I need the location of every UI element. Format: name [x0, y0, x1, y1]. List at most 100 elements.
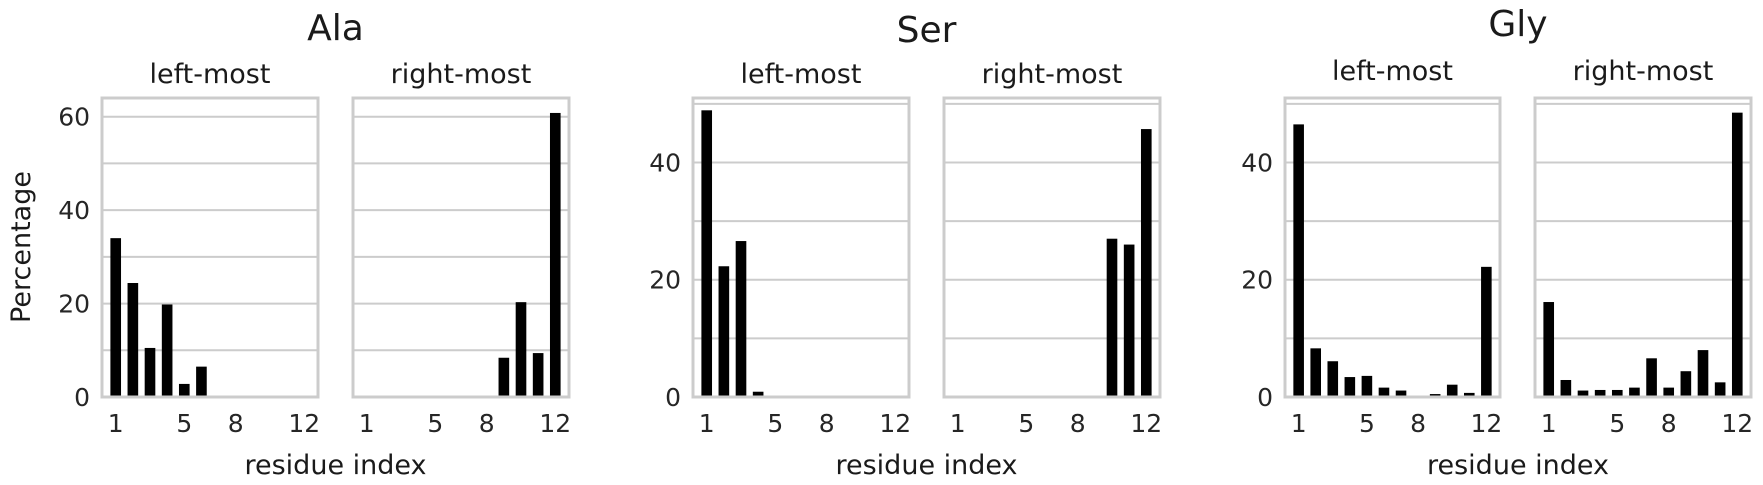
x-tick-label: 12	[1130, 409, 1162, 438]
x-tick-label: 1	[359, 409, 375, 438]
x-tick-label: 1	[950, 409, 966, 438]
panel-frame	[100, 96, 320, 399]
panel-ala-right-most: right-most 1 5 8 12	[351, 59, 571, 438]
group-title: Ala	[307, 8, 364, 49]
x-tick-label: 5	[1018, 409, 1034, 438]
y-tick-label: 40	[649, 148, 681, 177]
bar	[1344, 377, 1356, 397]
panel-frame	[691, 96, 911, 399]
y-tick-label: 0	[74, 383, 90, 412]
panel-frame	[1533, 96, 1753, 399]
bar	[735, 241, 747, 397]
bar	[110, 238, 122, 397]
x-axis-label: residue index	[1427, 450, 1609, 481]
panel-ser-left-most: left-most 1 5 8 12 0 20 40	[649, 59, 911, 438]
y-tick-label: 0	[1257, 383, 1273, 412]
group-title: Gly	[1488, 4, 1547, 45]
panel-title: right-most	[1573, 56, 1714, 87]
bar	[144, 347, 156, 397]
panel-title: right-most	[982, 59, 1123, 90]
x-tick-label: 12	[1470, 409, 1502, 438]
x-tick-label: 8	[819, 409, 835, 438]
panel-gly-left-most: left-most 1 5 8 12 0 20 40	[1241, 56, 1502, 438]
x-tick-label: 1	[108, 409, 124, 438]
x-tick-label: 1	[1541, 409, 1557, 438]
bar	[1395, 390, 1407, 397]
bar	[1577, 390, 1589, 397]
x-tick-label: 12	[879, 409, 911, 438]
bar	[1463, 392, 1475, 397]
bar	[1123, 244, 1135, 397]
bar	[532, 353, 544, 397]
bar	[1646, 358, 1657, 397]
bar	[701, 110, 713, 397]
x-tick-label: 5	[767, 409, 783, 438]
y-axis-label: Percentage	[6, 171, 37, 323]
bar	[1714, 382, 1726, 397]
panel-frame	[1283, 96, 1502, 399]
x-tick-label: 12	[1721, 409, 1753, 438]
bar	[1663, 387, 1675, 397]
x-tick-label: 1	[699, 409, 715, 438]
bar	[1680, 371, 1692, 397]
panel-gly-right-most: right-most 1 5 8 12	[1533, 56, 1753, 438]
bar	[196, 366, 207, 397]
bar	[1560, 379, 1572, 397]
panel-title: right-most	[391, 59, 532, 90]
y-tick-label: 20	[58, 290, 90, 319]
x-tick-label: 8	[1070, 409, 1086, 438]
y-tick-label: 0	[665, 383, 681, 412]
y-tick-label: 40	[1241, 148, 1273, 177]
bar	[549, 112, 561, 397]
x-axis-label: residue index	[245, 450, 427, 481]
bar	[1140, 129, 1152, 397]
bar	[1310, 348, 1322, 397]
y-tick-label: 20	[649, 266, 681, 295]
x-tick-label: 8	[1410, 409, 1426, 438]
bar	[1327, 361, 1339, 397]
panel-title: left-most	[150, 59, 271, 90]
x-tick-label: 8	[1661, 409, 1677, 438]
bar	[1378, 387, 1390, 397]
x-tick-label: 12	[539, 409, 571, 438]
chart-group-ser: Ser left-most 1 5 8 12 0 20 40 right-most 1 5 8 12 res…	[649, 10, 1162, 481]
bar	[1361, 375, 1373, 397]
chart-group-gly: Gly left-most 1 5 8 12 0 20 40 right-most 1 5 8 12 res…	[1241, 4, 1753, 481]
bar	[161, 304, 173, 397]
panel-frame	[351, 96, 571, 399]
x-tick-label: 12	[288, 409, 320, 438]
x-tick-label: 5	[427, 409, 443, 438]
bar	[752, 391, 764, 397]
bar	[1543, 302, 1555, 397]
y-tick-label: 20	[1241, 266, 1273, 295]
group-title: Ser	[897, 10, 957, 51]
bar	[1629, 387, 1640, 397]
bar	[1106, 238, 1118, 397]
x-axis-label: residue index	[836, 450, 1018, 481]
bar	[1446, 384, 1458, 397]
bar	[515, 302, 527, 397]
bar	[718, 266, 730, 397]
bar	[1611, 389, 1623, 397]
bar	[1594, 389, 1606, 397]
bar	[498, 357, 510, 397]
panel-title: left-most	[741, 59, 862, 90]
y-tick-label: 40	[58, 196, 90, 225]
bar	[1697, 350, 1709, 397]
panel-frame	[942, 96, 1162, 399]
x-tick-label: 5	[1359, 409, 1375, 438]
bar	[178, 383, 190, 397]
x-tick-label: 1	[1291, 409, 1307, 438]
panel-ser-right-most: right-most 1 5 8 12	[942, 59, 1162, 438]
panel-title: left-most	[1332, 56, 1453, 87]
bar	[1293, 124, 1304, 397]
bar	[1481, 266, 1492, 397]
panel-ala-left-most: left-most 1 5 8 12 0 20 40 60	[58, 59, 320, 438]
x-tick-label: 8	[228, 409, 244, 438]
bar	[1731, 112, 1743, 397]
x-tick-label: 5	[176, 409, 192, 438]
x-tick-label: 5	[1609, 409, 1625, 438]
x-tick-label: 8	[479, 409, 495, 438]
